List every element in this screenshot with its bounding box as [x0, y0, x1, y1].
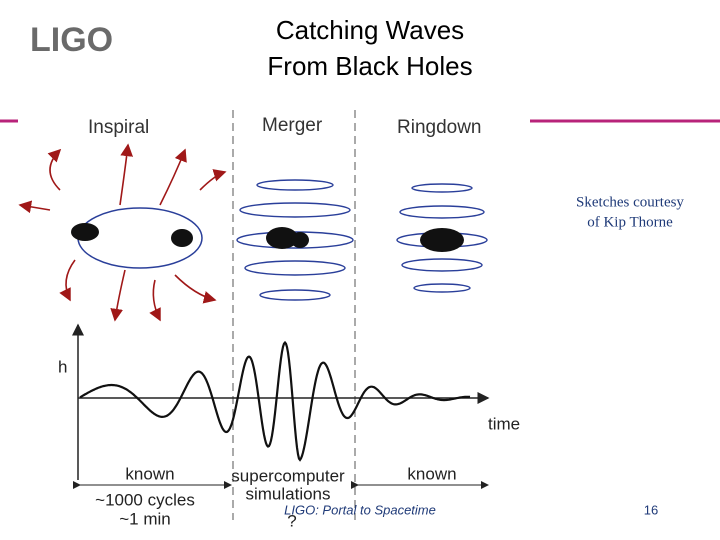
- merger-sketch: [236, 179, 354, 301]
- phase-label: Ringdown: [397, 117, 482, 138]
- ringdown-sketch: [396, 183, 488, 293]
- region-label: supercomputer: [231, 466, 345, 485]
- region-note: ?: [287, 511, 296, 530]
- title-line: From Black Holes: [267, 51, 472, 81]
- logo: LIGO: [30, 21, 113, 59]
- page-number: 16: [644, 502, 658, 517]
- region-note: ~1000 cycles: [95, 490, 195, 509]
- region-label: known: [125, 464, 174, 483]
- footer-text: LIGO: Portal to Spacetime: [284, 502, 436, 517]
- title-line: Catching Waves: [276, 15, 464, 45]
- inspiral-sketch: [18, 143, 227, 322]
- phase-label: Inspiral: [88, 117, 149, 138]
- credit: Sketches courtesy: [576, 194, 684, 210]
- phase-label: Merger: [262, 115, 323, 136]
- region-label: known: [407, 464, 456, 483]
- axis-label: h: [58, 357, 67, 376]
- axis-label: time: [488, 414, 520, 433]
- region-label: simulations: [245, 484, 330, 503]
- region-note: ~1 min: [119, 509, 171, 528]
- waveform: [79, 340, 471, 462]
- credit: of Kip Thorne: [587, 214, 673, 230]
